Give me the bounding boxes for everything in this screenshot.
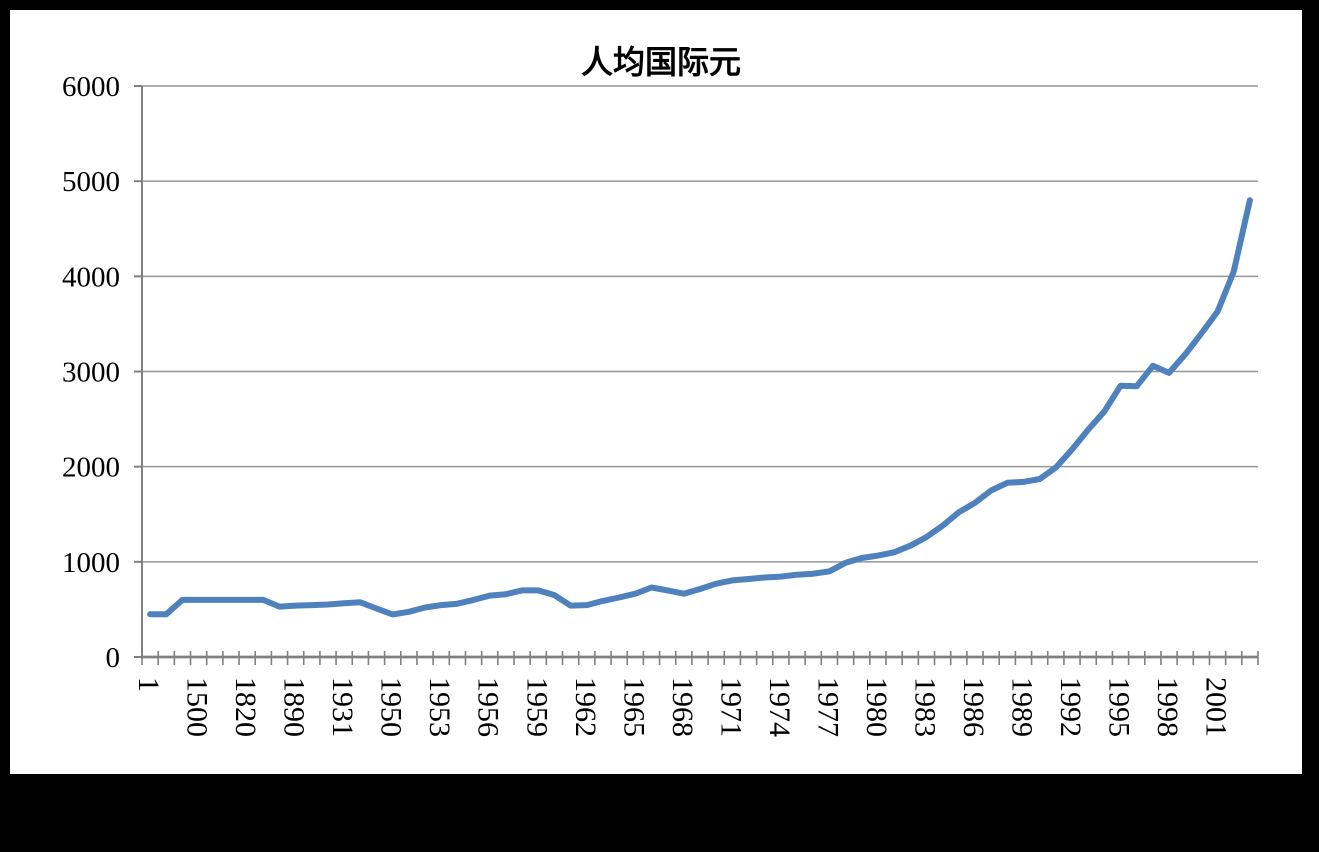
- x-tick-label: 1890: [278, 677, 311, 737]
- x-tick-label: 1974: [763, 677, 796, 737]
- x-tick-label: 1998: [1151, 677, 1184, 737]
- x-tick-label: 1950: [375, 677, 408, 737]
- chart-canvas: [10, 10, 1302, 774]
- x-tick-label: 1500: [181, 677, 214, 737]
- axes: [134, 85, 1259, 665]
- x-tick-label: 1953: [423, 677, 456, 737]
- x-tick-label: 1968: [666, 677, 699, 737]
- chart-title: 人均国际元: [581, 44, 741, 80]
- x-tick-label: 1: [132, 677, 165, 692]
- gridlines: [142, 85, 1258, 563]
- x-tick-label: 1992: [1054, 677, 1087, 737]
- x-tick-label: 1986: [957, 677, 990, 737]
- y-tick-label: 0: [106, 642, 121, 674]
- x-tick-label: 1820: [229, 677, 262, 737]
- series-line: [147, 197, 1253, 618]
- x-axis-labels: 1 1500 1820 1890 1931 1950 1953 1956 1959 1962 196…: [132, 677, 1233, 737]
- x-tick-label: 1956: [472, 677, 505, 737]
- y-axis-labels: 0 1000 2000 3000 4000 5000 6000: [62, 71, 120, 674]
- x-tick-label: 1965: [617, 677, 650, 737]
- data-series: [147, 197, 1253, 618]
- x-tick-label: 1983: [908, 677, 941, 737]
- x-tick-label: 1962: [569, 677, 602, 737]
- y-tick-label: 4000: [62, 261, 120, 293]
- x-tick-label: 1995: [1103, 677, 1136, 737]
- y-tick-label: 6000: [62, 71, 120, 103]
- x-tick-label: 2001: [1200, 677, 1233, 737]
- y-tick-label: 1000: [62, 547, 120, 579]
- y-tick-label: 2000: [62, 452, 120, 484]
- x-tick-label: 1977: [811, 677, 844, 737]
- x-tick-label: 1931: [326, 677, 359, 737]
- y-tick-label: 5000: [62, 166, 120, 198]
- y-tick-label: 3000: [62, 357, 120, 389]
- x-tick-label: 1989: [1006, 677, 1039, 737]
- x-tick-label: 1959: [520, 677, 553, 737]
- x-tick-label: 1980: [860, 677, 893, 737]
- x-tick-label: 1971: [714, 677, 747, 737]
